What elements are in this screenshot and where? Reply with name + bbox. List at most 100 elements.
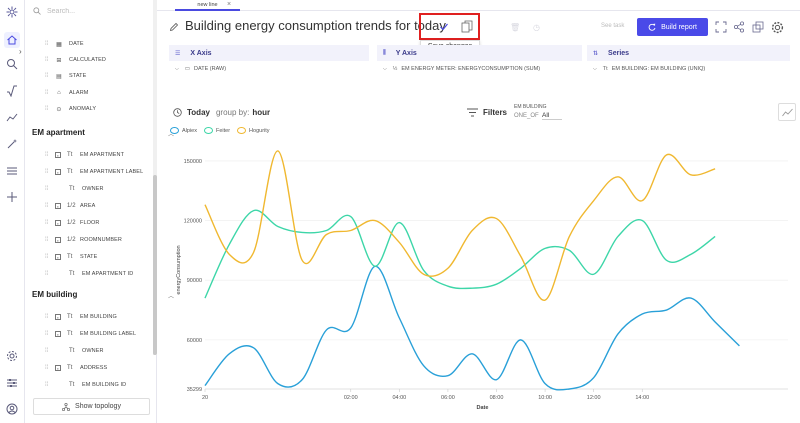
series-card[interactable]: ⇅ Series ⌵ Tt EM BUILDING: EM BUILDING (UNI… xyxy=(587,45,790,73)
drag-handle-icon[interactable]: ⁞⁞ xyxy=(45,168,49,175)
group-title[interactable]: EM apartment xyxy=(32,128,85,137)
magic-wand-icon[interactable] xyxy=(4,136,20,152)
search-zoom-icon[interactable] xyxy=(4,56,20,72)
y-axis-value[interactable]: ⌵ ½ EM ENERGY METER: ENERGYCONSUMPTION (SU… xyxy=(383,66,540,72)
sidebar-field[interactable]: ⁞⁞ ▪ 1/2 AREA xyxy=(45,200,95,212)
tab-bar: new line × xyxy=(157,0,800,11)
drag-handle-icon[interactable]: ⁞⁞ xyxy=(45,364,49,371)
sidebar-field[interactable]: ⁞⁞ ▪ Tt EM APARTMENT LABEL xyxy=(45,166,143,178)
x-axis-value[interactable]: ⌵ ▭ DATE (RAW) xyxy=(175,66,226,72)
sidebar-scrollbar[interactable] xyxy=(153,0,157,355)
gear-icon[interactable] xyxy=(771,21,784,34)
sidebar-field-label: EM BUILDING xyxy=(80,314,117,320)
sidebar-field[interactable]: ⁞⁞ ▪ Tt ADDRESS xyxy=(45,362,107,374)
legend-item[interactable]: Hogurity xyxy=(237,127,270,134)
tab-new-line[interactable]: new line xyxy=(175,0,240,11)
series-line[interactable] xyxy=(204,265,740,391)
sidebar-field[interactable]: ⁞⁞ ▪ Tt EM APARTMENT xyxy=(45,149,124,161)
menu-icon[interactable] xyxy=(4,163,20,179)
user-icon[interactable] xyxy=(4,401,20,417)
filters-button[interactable]: Filters xyxy=(467,108,507,117)
show-topology-button[interactable]: Show topology xyxy=(33,398,150,415)
sidebar-field[interactable]: ⁞⁞ Tt OWNER xyxy=(45,345,104,357)
sidebar-field[interactable]: ⁞⁞ Tt OWNER xyxy=(45,183,104,195)
drag-handle-icon[interactable]: ⁞⁞ xyxy=(45,72,49,79)
build-report-button[interactable]: Build report xyxy=(637,18,708,36)
chart-legend: Alpiex Feiter Hogurity xyxy=(170,127,277,134)
sidebar-field-label: EM BUILDING LABEL xyxy=(80,331,137,337)
drag-handle-icon[interactable]: ⁞⁞ xyxy=(45,56,49,63)
sidebar-field[interactable]: ⁞⁞ ▪ Tt EM BUILDING LABEL xyxy=(45,328,136,340)
group-by-value[interactable]: hour xyxy=(252,108,271,117)
save-check-button[interactable] xyxy=(438,21,450,33)
see-task-link[interactable]: See task xyxy=(601,23,625,29)
sidebar-field[interactable]: ⁞⁞ ▦ DATE xyxy=(45,38,84,50)
sidebar-field[interactable]: ⁞⁞ ▪ 1/2 ROOMNUMBER xyxy=(45,234,122,246)
home-icon[interactable] xyxy=(4,32,20,48)
plus-icon[interactable] xyxy=(4,189,20,205)
settings-icon[interactable] xyxy=(4,348,20,364)
report-title[interactable]: Building energy consumption trends for t… xyxy=(185,18,446,33)
drag-handle-icon[interactable]: ⁞⁞ xyxy=(45,270,49,277)
pencil-icon[interactable] xyxy=(169,22,179,32)
y-axis-card[interactable]: ⫼ Y Axis ⌵ ½ EM ENERGY METER: ENERGYCONSUMP… xyxy=(377,45,582,73)
filter-operator[interactable]: ONE_OF xyxy=(514,113,539,119)
copy-button[interactable] xyxy=(461,20,473,33)
sidebar-field[interactable]: ⁞⁞ ▪ Tt STATE xyxy=(45,251,97,263)
history-icon[interactable]: ◷ xyxy=(533,23,540,32)
numeric-icon: 1/2 xyxy=(67,203,76,209)
trash-icon[interactable]: 🗑 xyxy=(510,23,521,32)
sidebar-field-label: OWNER xyxy=(82,348,104,354)
drag-handle-icon[interactable]: ⁞⁞ xyxy=(45,330,49,337)
drag-handle-icon[interactable]: ⁞⁞ xyxy=(45,253,49,260)
period-selector[interactable]: Today group by: hour xyxy=(173,108,270,117)
drag-handle-icon[interactable]: ⁞⁞ xyxy=(45,105,49,112)
drag-handle-icon[interactable]: ⁞⁞ xyxy=(45,185,49,192)
legend-item[interactable]: Alpiex xyxy=(170,127,197,134)
sidebar-field[interactable]: ⁞⁞ ▤ STATE xyxy=(45,70,86,82)
trend-chart-icon[interactable] xyxy=(4,109,20,125)
chevron-up-icon[interactable]: ︿ xyxy=(168,294,175,300)
filter-value[interactable]: All xyxy=(542,112,562,120)
export-icon[interactable] xyxy=(752,21,764,33)
x-tick-label: 10:00 xyxy=(538,395,552,401)
sidebar-field[interactable]: ⁞⁞ ⌂ ALARM xyxy=(45,87,88,99)
drag-handle-icon[interactable]: ⁞⁞ xyxy=(45,219,49,226)
sidebar-field[interactable]: ⁞⁞ Tt EM APARTMENT ID xyxy=(45,268,133,280)
fullscreen-icon[interactable] xyxy=(715,21,727,33)
chevron-up-icon[interactable]: ︿ xyxy=(168,132,175,138)
drag-handle-icon[interactable]: ⁞⁞ xyxy=(45,151,49,158)
search-input[interactable] xyxy=(47,7,127,15)
sidebar-field[interactable]: ⁞⁞ ▪ 1/2 FLOOR xyxy=(45,217,99,229)
group-by-label: group by: xyxy=(215,108,250,117)
sidebar-field[interactable]: ⁞⁞ ▪ Tt EM BUILDING xyxy=(45,311,117,323)
chart-type-button[interactable] xyxy=(778,103,796,121)
x-axis-card[interactable]: ☰ X Axis ⌵ ▭ DATE (RAW) xyxy=(169,45,369,73)
series-value[interactable]: ⌵ Tt EM BUILDING: EM BUILDING (UNIQ) xyxy=(593,66,705,72)
scrollbar-thumb[interactable] xyxy=(153,175,157,355)
sliders-icon[interactable] xyxy=(4,375,20,391)
key-box-icon: ▪ xyxy=(55,169,61,175)
drag-handle-icon[interactable]: ⁞⁞ xyxy=(45,313,49,320)
series-line[interactable] xyxy=(204,150,716,301)
chevron-down-icon: ⌵ xyxy=(175,66,179,72)
drag-handle-icon[interactable]: ⁞⁞ xyxy=(45,347,49,354)
key-box-icon: ▪ xyxy=(55,365,61,371)
legend-item[interactable]: Feiter xyxy=(203,127,230,134)
sidebar-field[interactable]: ⁞⁞ ⊙ ANOMALY xyxy=(45,103,96,115)
drag-handle-icon[interactable]: ⁞⁞ xyxy=(45,236,49,243)
series-line[interactable] xyxy=(204,209,716,299)
share-icon[interactable] xyxy=(733,21,745,33)
sidebar-field[interactable]: ⁞⁞ ⊞ CALCULATED xyxy=(45,54,106,66)
drag-handle-icon[interactable]: ⁞⁞ xyxy=(45,40,49,47)
close-icon[interactable]: × xyxy=(227,1,232,8)
chevron-right-icon[interactable]: › xyxy=(19,47,22,56)
formula-icon[interactable] xyxy=(4,83,20,99)
sidebar-field[interactable]: ⁞⁞ Tt EM BUILDING ID xyxy=(45,379,126,391)
search-box xyxy=(33,7,127,15)
drag-handle-icon[interactable]: ⁞⁞ xyxy=(45,202,49,209)
group-title[interactable]: EM building xyxy=(32,290,78,299)
app-logo-icon[interactable] xyxy=(4,4,20,20)
drag-handle-icon[interactable]: ⁞⁞ xyxy=(45,89,49,96)
drag-handle-icon[interactable]: ⁞⁞ xyxy=(45,381,49,388)
